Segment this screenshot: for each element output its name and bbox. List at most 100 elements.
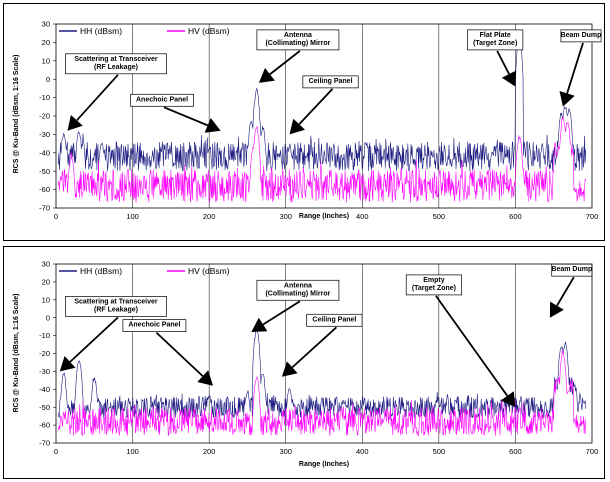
annotation-arrow-head [501,70,517,87]
annotation-text: (RF Leakage) [94,306,138,313]
series-line-hh [58,327,586,418]
annotation-arrow-shaft [269,50,301,75]
annotation-text: (Collimating) Mirror [265,290,330,297]
legend-label: HH (dBsm) [80,266,122,276]
bottom-chart-panel: 0 100 200 300 400 500 600 700 30 20 10 0 -10 -20 -30 -4… [3,246,605,479]
annotation-text: (Collimating) Mirror [265,40,330,47]
x-tick-label: 200 [203,447,216,456]
y-tick-label: 10 [42,295,50,304]
y-tick-label: 0 [46,313,50,322]
series-line-hv [58,115,586,203]
annotation-arrow-head [59,356,76,372]
annotation-text: Ceiling Panel [312,316,356,323]
annotation: Anechoic Panel [130,93,221,133]
y-tick-label: -20 [39,349,50,358]
x-tick-label: 400 [356,447,369,456]
annotation-arrow-shaft [291,326,337,369]
x-tick-label: 0 [54,447,58,456]
x-tick-label: 0 [54,212,58,221]
annotation-arrow-shaft [155,331,204,377]
plot-area [55,23,593,209]
annotation: Empty(Target Zone) [405,274,516,408]
annotation-arrow-head [281,361,298,377]
x-tick-label: 400 [356,212,369,221]
x-tick-label: 700 [586,447,599,456]
annotation-text: (Target Zone) [473,40,517,47]
y-axis-title: RCS @ Ku-Band (dBsm, 1:16 Scale) [13,294,20,413]
y-tick-label: -50 [39,403,50,412]
y-tick-label: -60 [39,421,50,430]
legend-label: HH (dBsm) [80,26,122,36]
y-tick-label: -40 [39,148,50,157]
x-tick-label: 300 [279,212,292,221]
annotation-arrow-shaft [69,316,119,363]
annotation-arrow-head [559,91,575,107]
annotation-arrow-head [289,118,305,135]
x-axis-title: Range (Inches) [299,213,349,220]
annotation: Ceiling Panel [289,75,359,135]
annotation: Antenna(Collimating) Mirror [251,279,340,332]
annotation: Anechoic Panel [122,319,213,386]
annotation-arrow-head [197,370,213,386]
legend-label: HV (dBsm) [188,26,230,36]
y-tick-label: 30 [42,260,50,269]
annotation-arrow-head [549,301,564,318]
annotation-text: Antenna [284,32,312,39]
x-tick-label: 700 [586,212,599,221]
annotation-arrow-head [258,68,275,83]
annotation-text: (Target Zone) [412,285,456,292]
annotation: Antenna(Collimating) Mirror [256,29,340,83]
y-tick-label: 20 [42,38,50,47]
annotation: Scattering at Transceiver(RF Leakage) [59,296,167,372]
y-tick-label: 20 [42,278,50,287]
legend-label: HV (dBsm) [188,266,230,276]
x-tick-label: 500 [433,447,446,456]
x-tick-label: 600 [509,212,522,221]
y-tick-label: -50 [39,167,50,176]
annotation-arrow-shaft [566,42,584,94]
y-tick-label: -30 [39,367,50,376]
y-tick-label: -60 [39,185,50,194]
series-line-hh [58,35,586,172]
annotation-text: Ceiling Panel [309,78,353,85]
annotation-text: (RF Leakage) [94,64,138,71]
y-tick-label: -10 [39,331,50,340]
x-tick-label: 100 [126,212,139,221]
annotation-arrow-head [204,118,221,133]
annotation-arrow-head [67,115,83,131]
annotation-arrow-shaft [76,74,119,121]
annotation-arrow-shaft [262,300,301,326]
y-tick-label: 0 [46,75,50,84]
y-tick-label: -70 [39,439,50,448]
top-rcs-chart: 0 100 200 300 400 500 600 7003020100-10-20-30-4… [13,20,602,221]
annotation-text: Flat Plate [480,32,511,39]
annotation-text: Anechoic Panel [128,322,180,329]
x-tick-label: 200 [203,212,216,221]
annotation-arrow-shaft [435,295,509,397]
y-tick-label: -30 [39,130,50,139]
annotation: Ceiling Panel [281,313,363,377]
annotation-arrow-head [500,391,516,408]
bottom-rcs-chart: 0 100 200 300 400 500 600 7003020100-10-20-30-4… [13,260,599,468]
annotation-arrow-shaft [298,88,334,125]
annotation-arrow-shaft [163,106,209,127]
y-tick-label: -70 [39,204,50,213]
top-chart-panel: 0 100 200 300 400 500 600 700 30 20 10 0 -10 -20 -30 -4… [3,3,605,241]
annotation-arrow-shaft [496,50,510,75]
annotation: Scattering at Transceiver(RF Leakage) [65,53,167,131]
annotation-text: Scattering at Transceiver [74,56,158,63]
y-tick-label: 30 [42,20,50,29]
y-axis-title: RCS @ Ku-Band (dBsm, 1:16 Scale) [13,55,20,174]
x-tick-label: 600 [509,447,522,456]
annotation-text: Antenna [284,282,312,289]
annotation: Beam Dump [549,263,593,318]
annotation-arrow-head [251,317,268,332]
series-line-hv [58,350,586,437]
annotation-text: Scattering at Transceiver [74,298,158,305]
annotation-text: Beam Dump [551,266,592,273]
x-tick-label: 300 [279,447,292,456]
x-tick-label: 500 [433,212,446,221]
annotation: Flat Plate(Target Zone) [467,29,524,87]
y-tick-label: -20 [39,112,50,121]
x-tick-label: 100 [126,447,139,456]
